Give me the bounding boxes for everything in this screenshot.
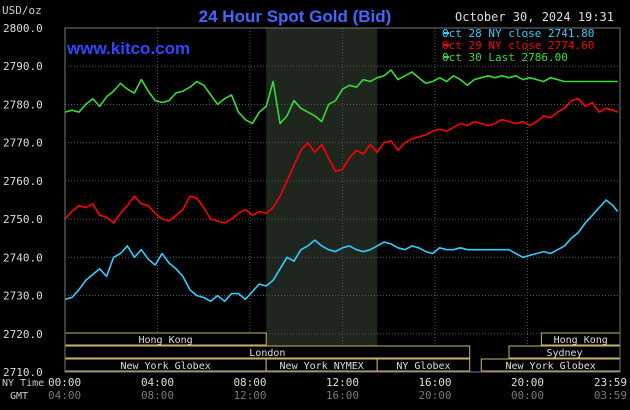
legend-item-oct30: Oct 30 Last 2786.00	[442, 51, 568, 64]
legend: Oct 28 NY close 2741.80 Oct 29 NY close …	[442, 27, 594, 64]
session-label: New York Globex	[505, 361, 595, 372]
x-tick-label-gmt: 12:00	[233, 389, 266, 402]
legend-swatch-oct29	[444, 44, 449, 46]
unit-label: USD/oz	[2, 4, 42, 17]
chart-title: 24 Hour Spot Gold (Bid)	[199, 7, 392, 26]
legend-swatch-oct30	[444, 56, 449, 58]
x-tick-label-ny: 00:00	[48, 376, 81, 389]
legend-item-oct28: Oct 28 NY close 2741.80	[442, 27, 594, 40]
y-tick-label: 2730.0	[3, 290, 43, 303]
x-tick-label-ny: 23:59	[594, 376, 627, 389]
y-tick-label: 2800.0	[3, 22, 43, 35]
x-tick-label-ny: 12:00	[326, 376, 359, 389]
y-tick-label: 2780.0	[3, 98, 43, 111]
session-label: New York Globex	[120, 361, 210, 372]
axes: 2800.0 2790.0 2780.0 2770.0 2760.0 2750.0 2740…	[3, 22, 627, 402]
nymex-shade-band	[266, 28, 378, 372]
series-line-1	[64, 97, 619, 224]
legend-swatch-oct28	[444, 32, 449, 34]
session-label: New York NYMEX	[280, 361, 364, 372]
shaded-session	[266, 28, 378, 372]
x-tick-label-gmt: 04:00	[48, 389, 81, 402]
session-label: NY Globex	[396, 361, 450, 372]
series-lines	[64, 69, 619, 303]
x-tick-label-gmt: 20:00	[418, 389, 451, 402]
y-tick-label: 2750.0	[3, 213, 43, 226]
legend-item-oct29: Oct 29 NY close 2774.60	[442, 39, 594, 52]
y-tick-label: 2740.0	[3, 251, 43, 264]
y-tick-label: 2790.0	[3, 60, 43, 73]
x-tick-label-gmt: 00:00	[511, 389, 544, 402]
x-tick-label-gmt: 03:59	[594, 389, 627, 402]
x-tick-label-ny: 16:00	[418, 376, 451, 389]
x-tick-label-ny: 20:00	[511, 376, 544, 389]
session-label: Sydney	[546, 348, 582, 359]
series-line-0	[64, 199, 619, 303]
y-tick-label: 2770.0	[3, 137, 43, 150]
x-tick-label-gmt: 08:00	[141, 389, 174, 402]
y-tick-label: 2720.0	[3, 328, 43, 341]
session-label: London	[249, 348, 285, 359]
kitco-brand: www.kitco.com	[66, 39, 190, 58]
ny-time-label: NY Time	[2, 378, 44, 389]
y-tick-label: 2710.0	[3, 366, 43, 379]
series-line-2	[64, 69, 618, 125]
x-tick-label-gmt: 16:00	[326, 389, 359, 402]
session-label: Hong Kong	[554, 335, 608, 346]
session-box	[376, 358, 471, 372]
timestamp: October 30, 2024 19:31	[455, 10, 614, 24]
x-tick-label-ny: 04:00	[141, 376, 174, 389]
gmt-label: GMT	[10, 391, 28, 402]
y-tick-label: 2760.0	[3, 175, 43, 188]
session-label: Hong Kong	[139, 335, 193, 346]
plot-frame	[64, 27, 621, 373]
x-tick-label-ny: 08:00	[233, 376, 266, 389]
market-sessions: Hong Kong London New York Globex New York N…	[64, 332, 621, 372]
